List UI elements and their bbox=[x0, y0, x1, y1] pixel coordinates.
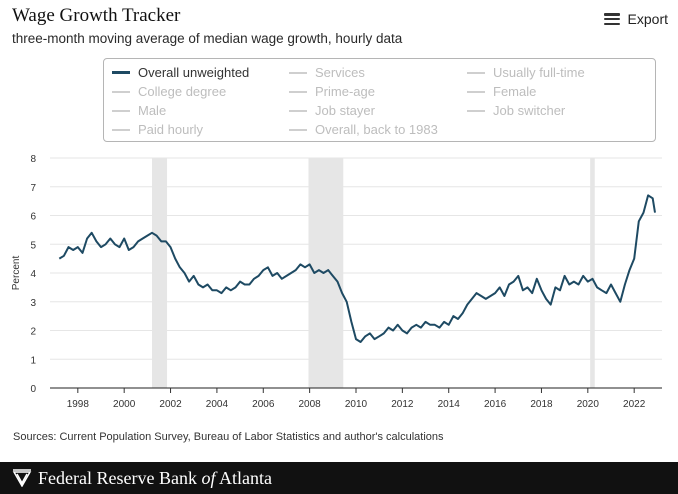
x-tick-label: 2010 bbox=[345, 399, 368, 408]
legend-swatch bbox=[467, 109, 485, 112]
legend-item-male[interactable]: Male bbox=[112, 103, 166, 118]
legend-label: Female bbox=[493, 84, 537, 99]
legend-swatch bbox=[112, 71, 130, 74]
legend-label: Usually full-time bbox=[493, 65, 585, 80]
legend-swatch bbox=[112, 90, 130, 93]
legend-swatch bbox=[289, 128, 307, 131]
x-tick-label: 2018 bbox=[530, 399, 553, 408]
legend-label: Overall, back to 1983 bbox=[315, 122, 438, 137]
y-tick-label: 4 bbox=[30, 269, 36, 280]
y-tick-label: 1 bbox=[30, 355, 36, 366]
legend-item-job-stayer[interactable]: Job stayer bbox=[289, 103, 375, 118]
y-axis-label: Percent bbox=[11, 256, 22, 291]
chart-subtitle: three-month moving average of median wag… bbox=[12, 31, 403, 46]
legend-label: Job stayer bbox=[315, 103, 375, 118]
legend-label: Job switcher bbox=[493, 103, 566, 118]
y-tick-label: 2 bbox=[30, 327, 36, 338]
x-tick-label: 2020 bbox=[577, 399, 600, 408]
menu-icon bbox=[603, 13, 620, 25]
y-tick-label: 5 bbox=[30, 240, 36, 251]
x-tick-label: 2022 bbox=[623, 399, 646, 408]
footer-brand-text: Federal Reserve Bank of Atlanta bbox=[38, 467, 272, 488]
legend-swatch bbox=[467, 90, 485, 93]
legend: Overall unweighted Services Usually full… bbox=[103, 58, 656, 142]
chart-title: Wage Growth Tracker bbox=[12, 5, 181, 26]
legend-swatch bbox=[289, 109, 307, 112]
x-tick-label: 2014 bbox=[438, 399, 461, 408]
x-tick-label: 2002 bbox=[159, 399, 182, 408]
export-button[interactable]: Export bbox=[603, 11, 668, 27]
y-tick-label: 8 bbox=[30, 154, 36, 165]
legend-label: Services bbox=[315, 65, 365, 80]
x-tick-label: 2012 bbox=[391, 399, 414, 408]
x-tick-label: 1998 bbox=[67, 399, 90, 408]
legend-item-services[interactable]: Services bbox=[289, 65, 365, 80]
legend-swatch bbox=[467, 71, 485, 74]
export-label: Export bbox=[627, 11, 668, 27]
x-tick-label: 2006 bbox=[252, 399, 275, 408]
legend-swatch bbox=[112, 109, 130, 112]
legend-item-job-switcher[interactable]: Job switcher bbox=[467, 103, 565, 118]
legend-item-paid-hourly[interactable]: Paid hourly bbox=[112, 122, 203, 137]
y-tick-label: 0 bbox=[30, 384, 36, 395]
legend-item-overall-back-to-1983[interactable]: Overall, back to 1983 bbox=[289, 122, 438, 137]
footer-brand-bar: Federal Reserve Bank of Atlanta bbox=[0, 462, 678, 494]
legend-swatch bbox=[289, 90, 307, 93]
series-line-overall-unweighted bbox=[58, 194, 656, 343]
legend-swatch bbox=[289, 71, 307, 74]
source-note: Sources: Current Population Survey, Bure… bbox=[13, 431, 444, 443]
x-tick-label: 2000 bbox=[113, 399, 136, 408]
legend-label: Male bbox=[138, 103, 167, 118]
x-tick-label: 2016 bbox=[484, 399, 507, 408]
legend-label: Overall unweighted bbox=[138, 65, 250, 80]
x-tick-label: 2004 bbox=[206, 399, 229, 408]
legend-label: College degree bbox=[138, 84, 227, 99]
legend-item-female[interactable]: Female bbox=[467, 84, 536, 99]
legend-item-prime-age[interactable]: Prime-age bbox=[289, 84, 375, 99]
eagle-logo-icon bbox=[12, 469, 32, 487]
legend-item-usually-full-time[interactable]: Usually full-time bbox=[467, 65, 585, 80]
y-tick-label: 6 bbox=[30, 212, 36, 223]
x-tick-label: 2008 bbox=[299, 399, 322, 408]
legend-label: Paid hourly bbox=[138, 122, 204, 137]
legend-label: Prime-age bbox=[315, 84, 375, 99]
legend-item-overall-unweighted[interactable]: Overall unweighted bbox=[112, 65, 249, 80]
y-tick-label: 7 bbox=[30, 183, 36, 194]
y-tick-label: 3 bbox=[30, 298, 36, 309]
line-chart[interactable]: 0 1 2 3 4 5 6 7 8 1998 2000 2002 2004 2006 2008 2010 201… bbox=[0, 146, 678, 408]
legend-item-college-degree[interactable]: College degree bbox=[112, 84, 226, 99]
legend-swatch bbox=[112, 128, 130, 131]
